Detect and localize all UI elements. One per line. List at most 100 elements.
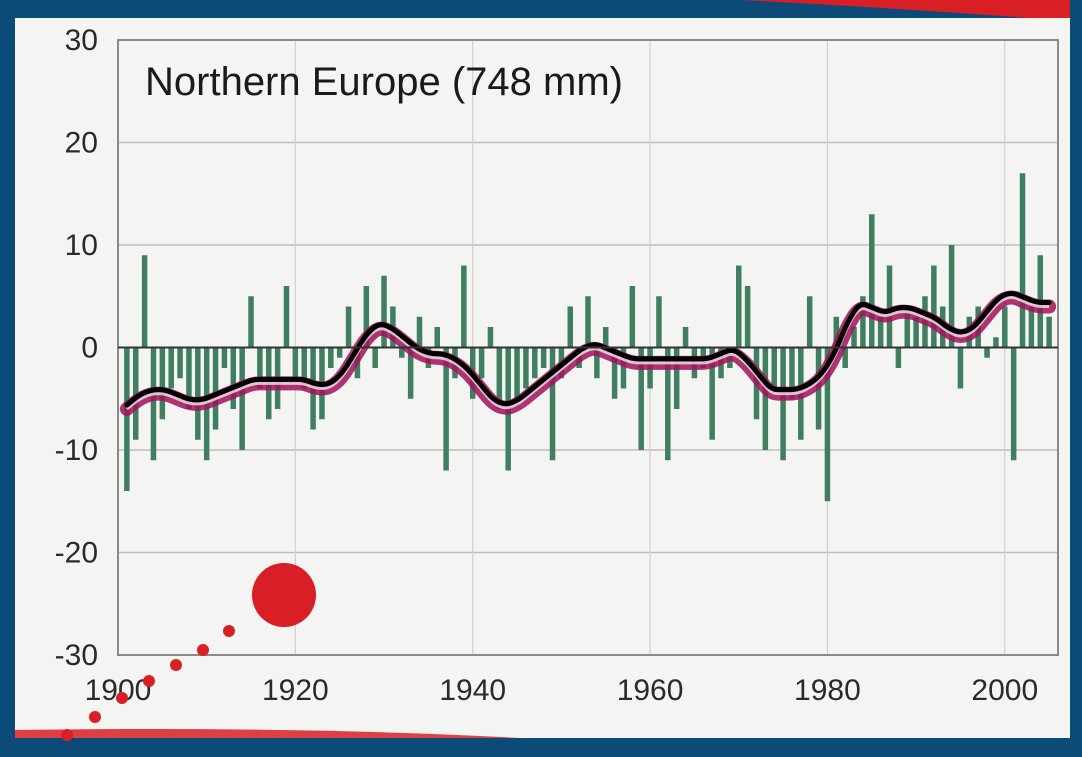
anomaly-bar bbox=[620, 347, 627, 389]
anomaly-bar bbox=[904, 306, 910, 348]
anomaly-bar bbox=[443, 347, 449, 471]
anomaly-bar bbox=[239, 347, 245, 450]
anomaly-bar bbox=[913, 316, 919, 348]
smoothed-line bbox=[124, 291, 1052, 408]
anomaly-bar bbox=[1010, 347, 1017, 461]
red-dot bbox=[143, 675, 155, 687]
anomaly-bar bbox=[186, 347, 192, 409]
anomaly-bar bbox=[292, 347, 299, 379]
anomaly-bar bbox=[363, 286, 370, 348]
anomaly-bar bbox=[257, 347, 263, 389]
anomaly-bar bbox=[638, 347, 644, 450]
y-tick-label: 30 bbox=[65, 24, 98, 57]
anomaly-bar bbox=[860, 296, 866, 348]
top-red-swoosh bbox=[740, 0, 1082, 22]
red-dot bbox=[89, 711, 101, 723]
red-dot-decoration bbox=[61, 563, 316, 741]
x-tick-label: 1940 bbox=[439, 674, 506, 707]
anomaly-bar bbox=[168, 347, 174, 389]
anomaly-bar bbox=[1019, 173, 1026, 348]
smoothed-curve bbox=[119, 290, 1057, 416]
anomaly-bar bbox=[877, 316, 884, 348]
anomaly-bar bbox=[150, 347, 157, 461]
axes bbox=[117, 39, 1059, 656]
band-highlight bbox=[125, 296, 1051, 411]
anomaly-bar bbox=[345, 306, 352, 348]
red-dot bbox=[61, 729, 73, 741]
anomaly-bar bbox=[336, 347, 343, 358]
anomaly-bar bbox=[416, 316, 423, 348]
chart-title: Northern Europe (748 mm) bbox=[145, 60, 623, 104]
anomaly-bar bbox=[993, 337, 999, 348]
anomaly-bar bbox=[1028, 306, 1035, 348]
anomaly-bar bbox=[984, 347, 990, 358]
anomaly-bar bbox=[948, 245, 955, 348]
x-tick-label: 1980 bbox=[794, 674, 861, 707]
anomaly-bar bbox=[532, 347, 538, 379]
anomaly-bar bbox=[212, 347, 219, 430]
anomaly-bar bbox=[372, 347, 378, 368]
anomaly-bar bbox=[780, 347, 786, 461]
anomaly-bar bbox=[789, 347, 795, 399]
red-dot bbox=[116, 692, 128, 704]
anomaly-bar bbox=[248, 296, 254, 348]
red-dot bbox=[223, 625, 235, 637]
x-tick-label: 1920 bbox=[262, 674, 329, 707]
anomaly-bar bbox=[283, 286, 290, 348]
anomaly-bar bbox=[869, 214, 875, 348]
anomaly-bar bbox=[629, 286, 636, 348]
anomaly-bar bbox=[602, 327, 609, 348]
anomaly-bar bbox=[762, 347, 769, 450]
anomaly-bar bbox=[195, 347, 201, 440]
y-tick-label: -20 bbox=[55, 537, 98, 570]
anomaly-bar bbox=[744, 286, 751, 348]
anomaly-bar bbox=[514, 347, 520, 399]
anomaly-bar bbox=[399, 347, 405, 358]
y-tick-label: 0 bbox=[81, 332, 98, 365]
y-tick-label: 20 bbox=[65, 127, 98, 160]
x-tick-labels: 1900 1920 1940 1960 1980 2000 bbox=[85, 674, 1039, 707]
x-tick-label: 2000 bbox=[971, 674, 1038, 707]
anomaly-bar bbox=[682, 327, 689, 348]
anomaly-bar bbox=[611, 347, 618, 399]
anomaly-bar bbox=[496, 347, 503, 409]
anomaly-bar bbox=[328, 347, 334, 368]
right-edge-strip bbox=[1070, 0, 1082, 757]
anomaly-bar bbox=[594, 347, 600, 379]
anomaly-bar bbox=[895, 347, 902, 368]
anomaly-bar bbox=[824, 347, 831, 502]
anomaly-bars bbox=[124, 173, 1052, 502]
y-tick-label: 10 bbox=[65, 229, 98, 262]
red-dot bbox=[197, 644, 209, 656]
anomaly-bar bbox=[851, 327, 857, 348]
anomaly-bar bbox=[461, 265, 467, 348]
anomaly-bar bbox=[886, 265, 893, 348]
anomaly-bar bbox=[665, 347, 671, 461]
anomaly-bar bbox=[833, 316, 840, 348]
anomaly-bar bbox=[1002, 306, 1008, 348]
anomaly-bar bbox=[301, 347, 307, 389]
anomaly-bar bbox=[540, 347, 547, 368]
anomaly-bar bbox=[159, 347, 166, 420]
anomaly-bar bbox=[1046, 316, 1052, 348]
y-tick-label: -10 bbox=[55, 434, 98, 467]
anomaly-bar bbox=[487, 327, 494, 348]
anomaly-bar bbox=[673, 347, 680, 409]
anomaly-bar bbox=[567, 306, 574, 348]
anomaly-bar bbox=[141, 255, 148, 348]
bottom-red-swoosh bbox=[15, 729, 520, 738]
large-red-dot bbox=[252, 563, 316, 627]
anomaly-bar bbox=[407, 347, 414, 399]
anomaly-bar bbox=[549, 347, 556, 461]
anomaly-bar bbox=[957, 347, 964, 389]
y-tick-label: -30 bbox=[55, 639, 98, 672]
anomaly-bar bbox=[585, 296, 591, 348]
anomaly-bar bbox=[931, 265, 937, 348]
anomaly-bar bbox=[478, 347, 485, 379]
y-tick-labels: 30 20 10 0 -10 -20 -30 bbox=[55, 24, 98, 672]
anomaly-bar bbox=[709, 347, 715, 440]
anomaly-bar bbox=[177, 347, 183, 379]
red-dot bbox=[170, 659, 182, 671]
